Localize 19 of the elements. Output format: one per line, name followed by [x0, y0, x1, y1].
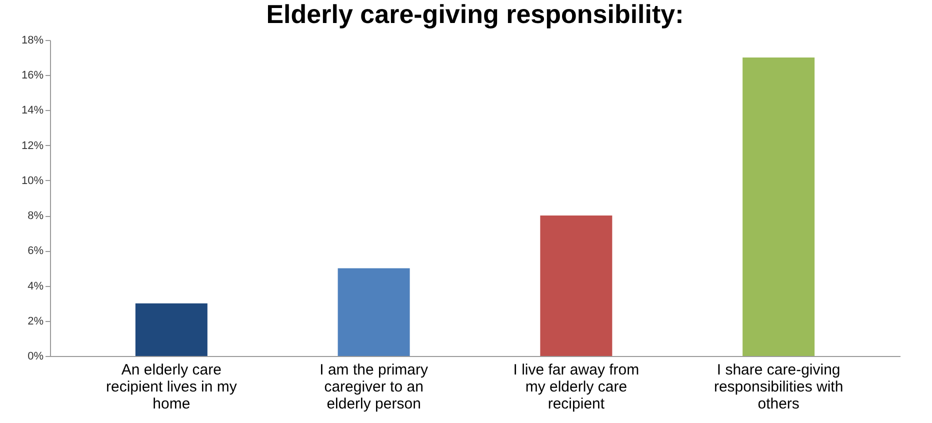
- y-tick-label: 16%: [21, 70, 44, 82]
- y-tick-label: 12%: [21, 140, 44, 152]
- x-tick-label: I live far away from my elderly care recipient: [513, 362, 640, 412]
- y-tick-label: 0%: [28, 350, 44, 362]
- y-tick-label: 10%: [21, 174, 44, 187]
- chart-title: Elderly care-giving responsibility:: [266, 0, 684, 29]
- y-tick-label: 8%: [28, 210, 44, 222]
- bar: [338, 268, 410, 356]
- y-tick-label: 14%: [21, 104, 44, 117]
- x-tick-label: I am the primary caregiver to an elderly person: [320, 362, 428, 412]
- x-tick-label: I share care-giving responsibilities with others: [714, 362, 844, 412]
- y-tick-label: 2%: [28, 315, 44, 328]
- bar: [135, 303, 208, 356]
- y-tick-label: 4%: [28, 280, 44, 292]
- bar: [540, 216, 612, 356]
- y-tick-label: 6%: [28, 245, 44, 258]
- y-tick-label: 18%: [21, 34, 44, 46]
- x-tick-label: An elderly care recipient lives in my home: [106, 362, 238, 412]
- bar: [742, 58, 815, 356]
